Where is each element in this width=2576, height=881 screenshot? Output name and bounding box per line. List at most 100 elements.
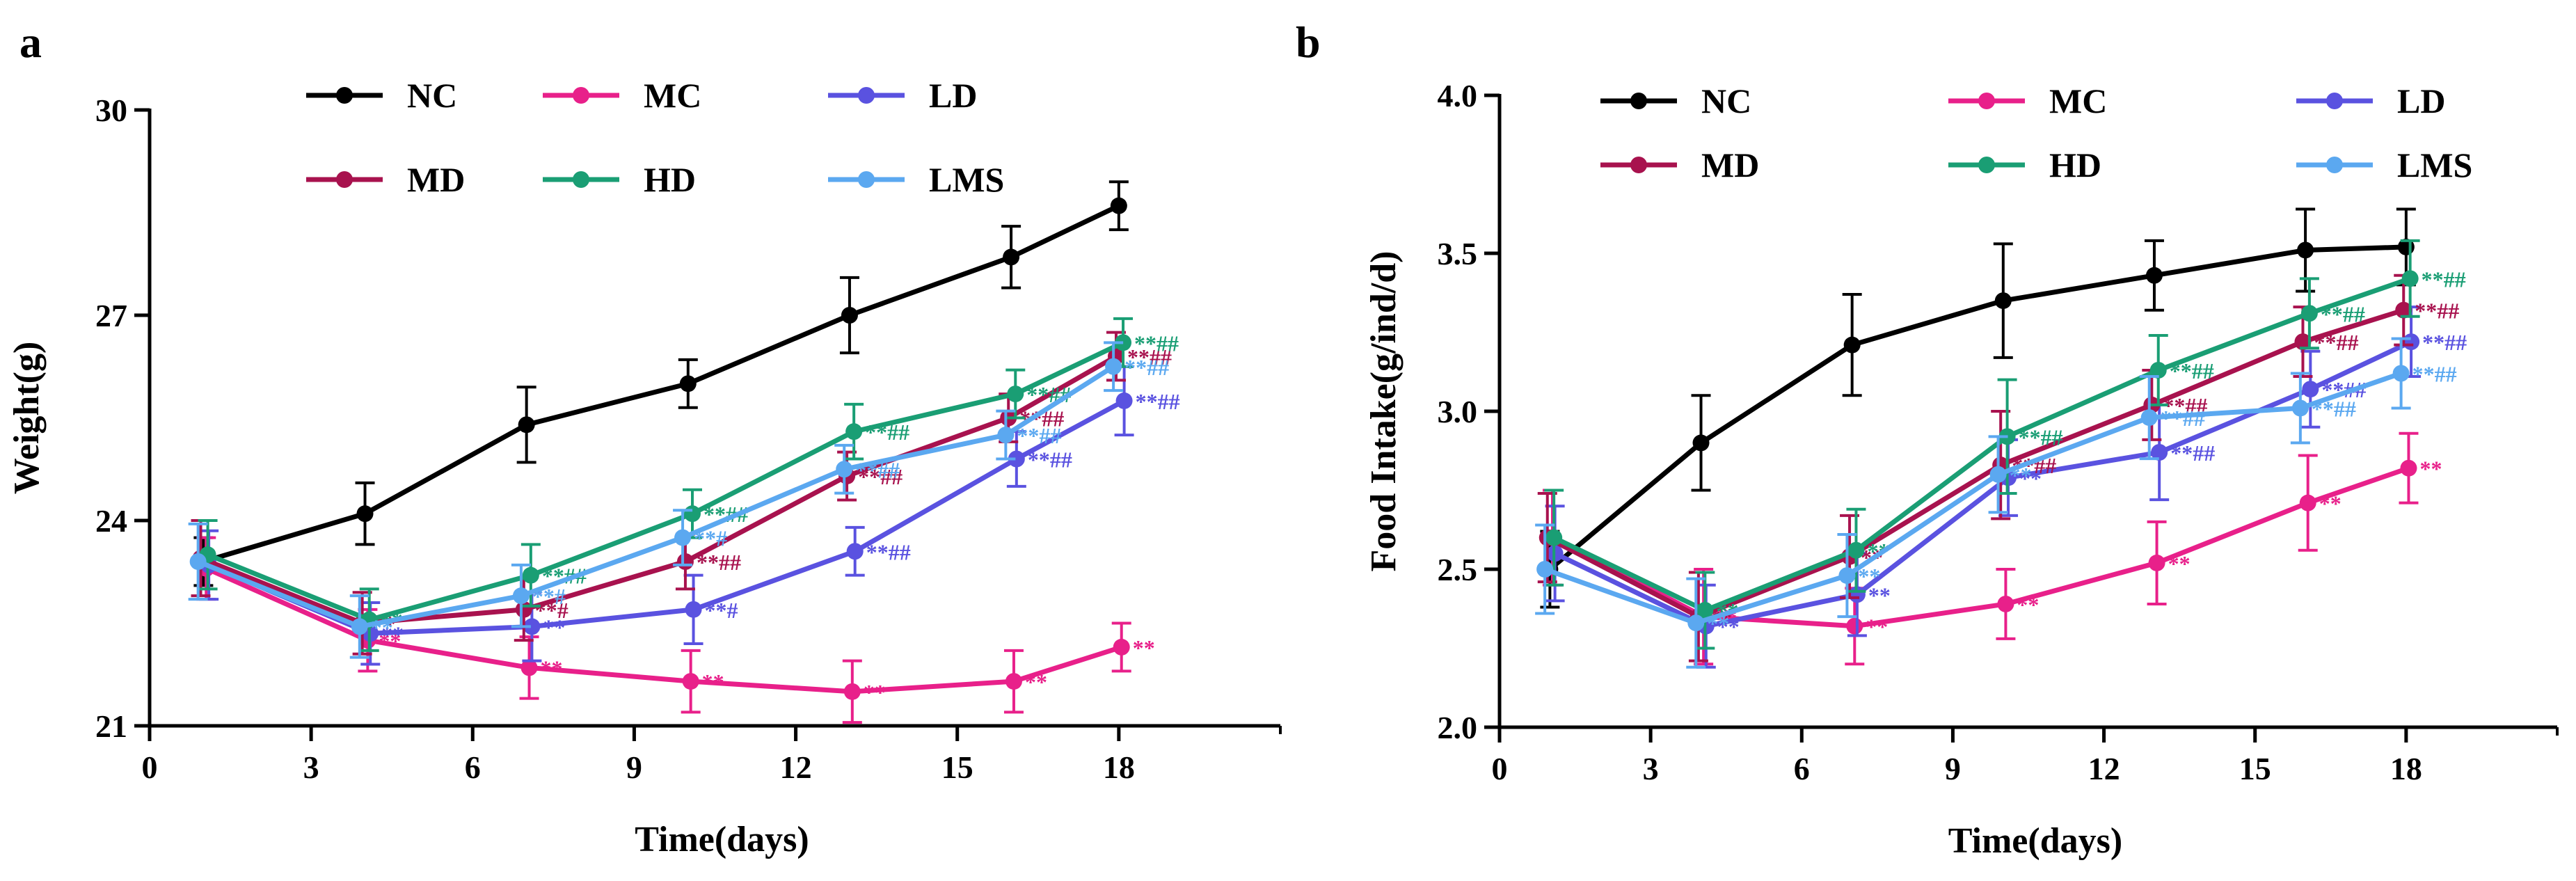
data-point xyxy=(1105,358,1122,375)
y-tick-label: 2.0 xyxy=(1438,710,1478,745)
data-point xyxy=(841,307,858,324)
legend-label: MD xyxy=(407,160,465,199)
data-point xyxy=(1115,392,1133,409)
significance-label: ** xyxy=(2419,457,2442,482)
series-hd: ** **## **## **## **## **## xyxy=(198,317,1179,652)
significance-label: **## xyxy=(2312,396,2356,421)
significance-label: **## xyxy=(1127,344,1172,370)
significance-label: ** xyxy=(702,669,724,695)
legend-marker xyxy=(573,87,589,104)
significance-label: **# xyxy=(694,526,727,551)
legend-label: LD xyxy=(929,76,977,115)
data-point xyxy=(836,461,853,478)
significance-label: ** xyxy=(1868,582,1891,608)
significance-label: ** xyxy=(2168,551,2191,576)
data-point xyxy=(1843,336,1861,354)
data-point xyxy=(1692,434,1710,452)
data-point xyxy=(1003,248,1020,266)
legend-entry-nc: NC xyxy=(1600,81,1751,120)
data-point xyxy=(520,659,538,676)
legend-entry-ld: LD xyxy=(2296,81,2445,120)
data-point xyxy=(684,505,701,523)
data-point xyxy=(1696,602,1714,619)
legend-label: MC xyxy=(2049,81,2107,120)
x-tick-label: 3 xyxy=(303,749,319,785)
data-point xyxy=(351,618,368,635)
significance-label: ** xyxy=(543,614,565,640)
legend-marker xyxy=(1978,93,1995,109)
data-point xyxy=(189,553,207,570)
legend-marker xyxy=(336,171,353,188)
legend-marker xyxy=(1630,157,1647,173)
significance-label: **## xyxy=(697,550,741,575)
y-tick-label: 3.5 xyxy=(1438,236,1478,271)
legend-entry-hd: HD xyxy=(543,160,696,199)
legend-marker xyxy=(2326,157,2343,173)
significance-label: ** xyxy=(864,680,886,705)
y-tick-label: 2.5 xyxy=(1438,552,1478,587)
series-lms: ****#**#**##**##**## xyxy=(188,341,1169,659)
x-tick-label: 0 xyxy=(1492,751,1508,786)
data-point xyxy=(843,683,861,700)
data-point xyxy=(356,505,374,523)
significance-label: ** xyxy=(1133,635,1155,660)
data-point xyxy=(2148,554,2165,571)
panel-b-letter: b xyxy=(1296,17,1321,67)
significance-label: **## xyxy=(1136,389,1180,414)
legend-label: LMS xyxy=(929,160,1004,199)
significance-label: ** xyxy=(1866,614,1888,640)
x-tick-label: 15 xyxy=(941,749,973,785)
significance-label: ** xyxy=(541,656,563,681)
data-point xyxy=(1536,561,1554,578)
significance-label: ** xyxy=(381,621,404,646)
data-point xyxy=(2291,399,2309,417)
legend-marker xyxy=(2326,93,2343,109)
data-point xyxy=(845,423,863,440)
data-point xyxy=(674,529,692,546)
legend-entry-lms: LMS xyxy=(2296,145,2472,184)
series-line xyxy=(202,203,1120,564)
legend-marker xyxy=(858,87,875,104)
significance-label: ** xyxy=(2010,463,2032,488)
y-tick-label: 27 xyxy=(95,298,127,333)
panel-b-food-intake-chart: b 0 3 6 9 12 15 18 2.0 2.5 3.0 3.5 4.0 Time(days) Foo… xyxy=(1296,17,2559,861)
legend-entry-md: MD xyxy=(1600,145,1759,184)
legend-entry-lms: LMS xyxy=(828,160,1004,199)
significance-label: **## xyxy=(2422,267,2466,292)
significance-label: ** xyxy=(1858,564,1880,589)
x-tick-label: 9 xyxy=(626,749,642,785)
panel-a-weight-chart: a 0 3 6 9 12 15 18 21 24 27 30 Time(days) Weight(g) *… xyxy=(7,17,1282,859)
series-line xyxy=(207,340,1124,623)
significance-label: **## xyxy=(1028,447,1072,473)
data-point xyxy=(1838,567,1856,585)
significance-label: ** xyxy=(1707,611,1729,636)
data-point xyxy=(2149,361,2167,379)
significance-label: ** xyxy=(2017,592,2039,617)
legend-label: HD xyxy=(644,160,696,199)
significance-label: **## xyxy=(2314,330,2358,355)
series-line xyxy=(1551,466,2410,629)
legend-entry-md: MD xyxy=(306,160,465,199)
x-tick-label: 3 xyxy=(1643,751,1659,786)
data-point xyxy=(2395,301,2412,319)
x-tick-label: 6 xyxy=(465,749,481,785)
data-point xyxy=(2300,305,2318,322)
significance-label: ** xyxy=(2019,466,2042,491)
significance-label: ** xyxy=(2319,491,2342,516)
series-nc xyxy=(193,180,1129,587)
legend-entry-mc: MC xyxy=(543,76,701,115)
data-point xyxy=(1847,541,1865,559)
significance-label: **## xyxy=(2321,301,2365,326)
x-tick-label: 0 xyxy=(142,749,158,785)
significance-label: **## xyxy=(2161,406,2205,431)
x-tick-label: 12 xyxy=(780,749,812,785)
data-point xyxy=(1846,617,1863,635)
legend-marker xyxy=(858,171,875,188)
x-tick-label: 18 xyxy=(1103,749,1135,785)
significance-label: **## xyxy=(2415,299,2459,324)
panel-a-letter: a xyxy=(19,17,42,67)
data-point xyxy=(522,566,539,584)
significance-label: **## xyxy=(855,457,900,482)
data-point xyxy=(1113,638,1130,656)
